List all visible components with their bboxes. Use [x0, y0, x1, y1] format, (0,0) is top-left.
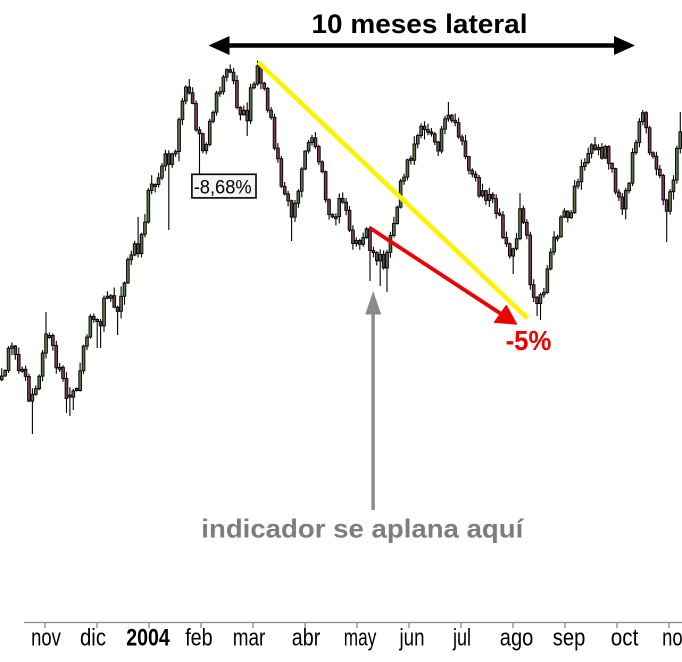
svg-text:feb: feb [185, 625, 213, 652]
svg-text:-8,68%: -8,68% [194, 178, 252, 199]
svg-text:oct: oct [611, 625, 639, 652]
svg-text:jun: jun [399, 625, 425, 652]
svg-text:jul: jul [452, 625, 471, 652]
svg-text:nov: nov [662, 625, 682, 652]
svg-text:abr: abr [292, 625, 321, 652]
svg-text:10 meses lateral: 10 meses lateral [312, 9, 528, 39]
svg-text:may: may [344, 625, 377, 652]
svg-text:sep: sep [553, 625, 586, 652]
svg-text:-5%: -5% [506, 325, 552, 356]
svg-text:mar: mar [233, 625, 265, 652]
svg-text:2004: 2004 [126, 625, 170, 652]
svg-text:ago: ago [500, 625, 534, 652]
svg-text:dic: dic [80, 625, 106, 652]
svg-text:nov: nov [31, 625, 61, 652]
svg-text:indicador se aplana aquí: indicador se aplana aquí [201, 514, 524, 544]
